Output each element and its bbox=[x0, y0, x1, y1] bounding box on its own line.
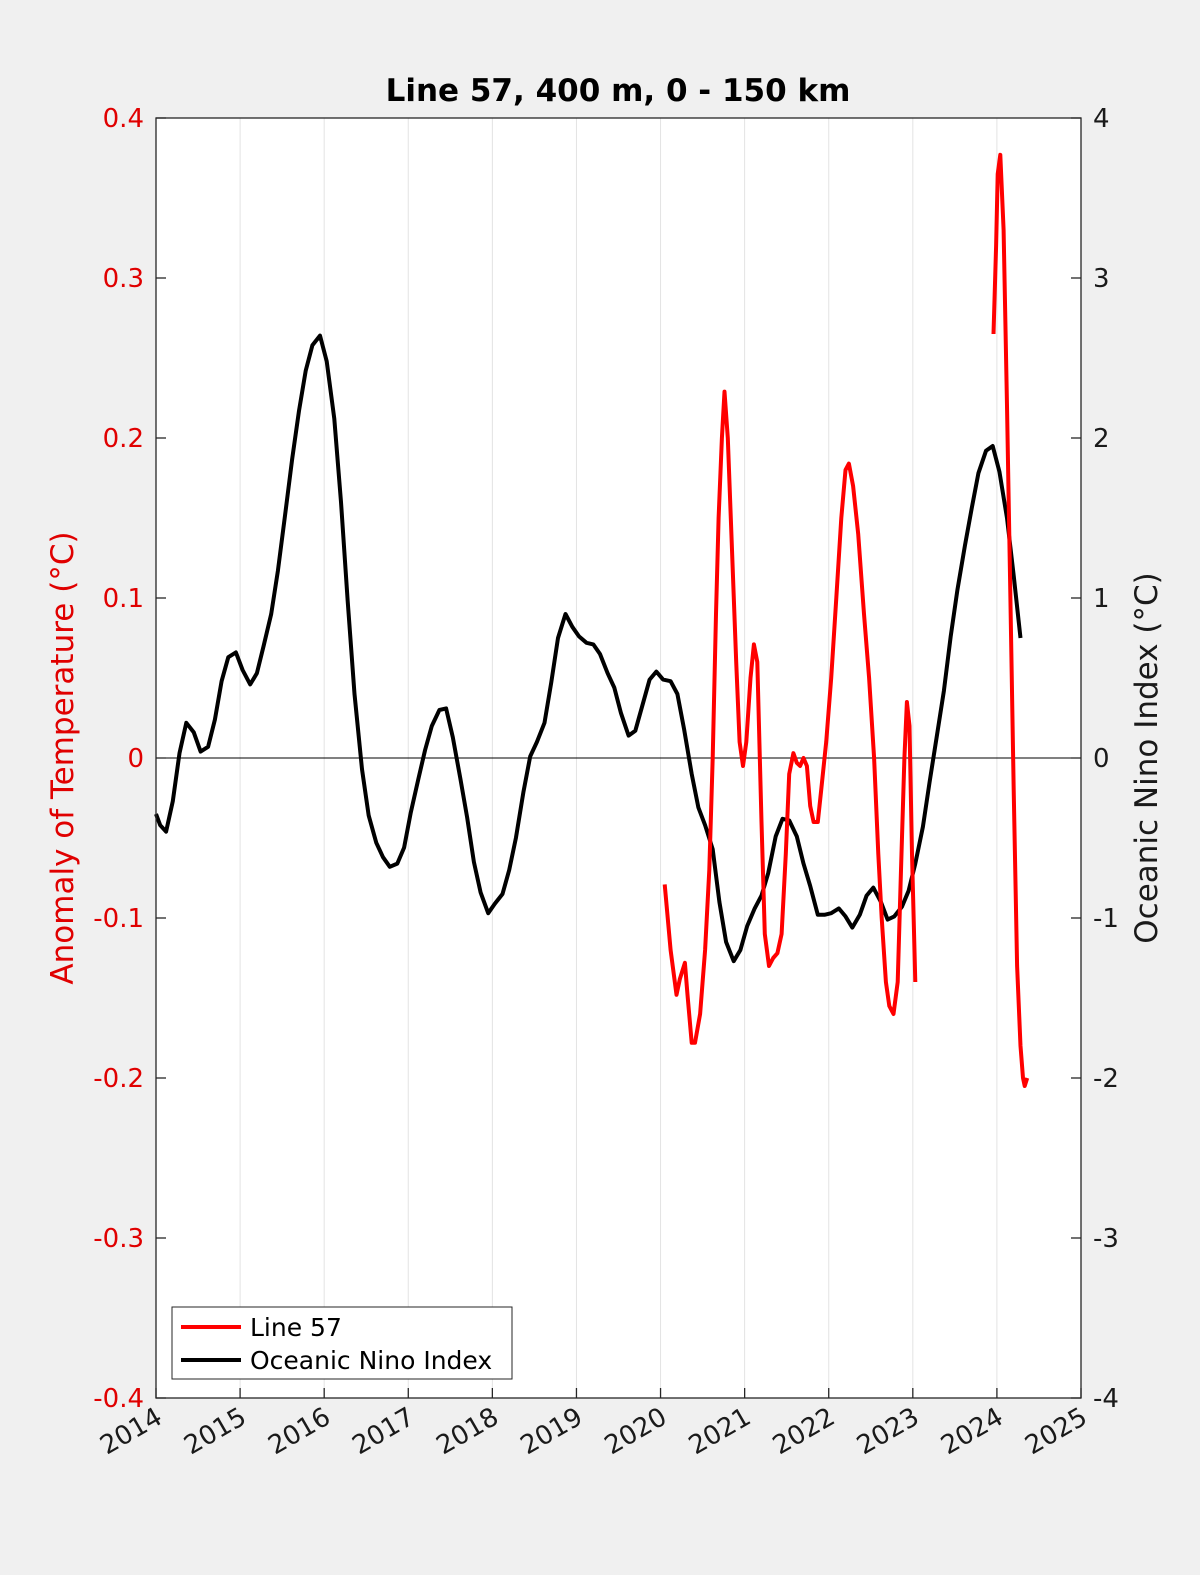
y-right-tick-label: 0 bbox=[1093, 744, 1110, 774]
y-left-tick-label: -0.1 bbox=[93, 904, 144, 934]
y-left-tick-label: -0.2 bbox=[93, 1064, 144, 1094]
x-tick-label: 2025 bbox=[1020, 1402, 1092, 1461]
x-tick-label: 2024 bbox=[936, 1402, 1008, 1461]
x-tick-label: 2018 bbox=[432, 1402, 504, 1461]
x-tick-label: 2020 bbox=[600, 1402, 672, 1461]
legend: Line 57 Oceanic Nino Index bbox=[171, 1306, 513, 1380]
y-right-tick-label: -1 bbox=[1093, 904, 1119, 934]
series-oceanic-nino-index-segment-0 bbox=[154, 333, 1023, 964]
series-line-57-segment-0 bbox=[662, 389, 918, 1045]
series-group bbox=[154, 152, 1030, 1088]
y-left-tick-label: -0.3 bbox=[93, 1224, 144, 1254]
series-line-57-segment-1 bbox=[991, 152, 1030, 1088]
x-tick-label: 2023 bbox=[852, 1402, 924, 1461]
y-right-tick-label: 4 bbox=[1093, 104, 1110, 134]
x-tick-label: 2016 bbox=[263, 1402, 335, 1461]
y-right-tick-label: 1 bbox=[1093, 584, 1110, 614]
y-left-tick-label: 0.2 bbox=[103, 424, 144, 454]
chart-title: Line 57, 400 m, 0 - 150 km bbox=[386, 73, 851, 109]
y-left-tick-label: 0.3 bbox=[103, 264, 144, 294]
y-right-tick-label: -4 bbox=[1093, 1384, 1119, 1414]
y-right-tick-label: -2 bbox=[1093, 1064, 1119, 1094]
y-axis-left-label: Anomaly of Temperature (°C) bbox=[45, 531, 81, 984]
y-left-tick-label: 0 bbox=[127, 744, 144, 774]
y-left-tick-label: -0.4 bbox=[93, 1384, 144, 1414]
x-tick-label: 2015 bbox=[179, 1402, 251, 1461]
y-axis-right-label: Oceanic Nino Index (°C) bbox=[1129, 572, 1165, 943]
y-right-tick-label: -3 bbox=[1093, 1224, 1119, 1254]
y-right-tick-label: 2 bbox=[1093, 424, 1110, 454]
x-tick-label: 2019 bbox=[516, 1402, 588, 1461]
legend-oni-label: Oceanic Nino Index bbox=[250, 1346, 492, 1375]
x-tick-label: 2017 bbox=[347, 1402, 419, 1461]
legend-line-57-label: Line 57 bbox=[250, 1313, 342, 1342]
legend-box bbox=[171, 1306, 513, 1380]
y-left-tick-label: 0.1 bbox=[103, 584, 144, 614]
x-tick-label: 2021 bbox=[684, 1402, 756, 1461]
x-tick-label: 2022 bbox=[768, 1402, 840, 1461]
y-right-tick-label: 3 bbox=[1093, 264, 1110, 294]
y-left-tick-label: 0.4 bbox=[103, 104, 144, 134]
